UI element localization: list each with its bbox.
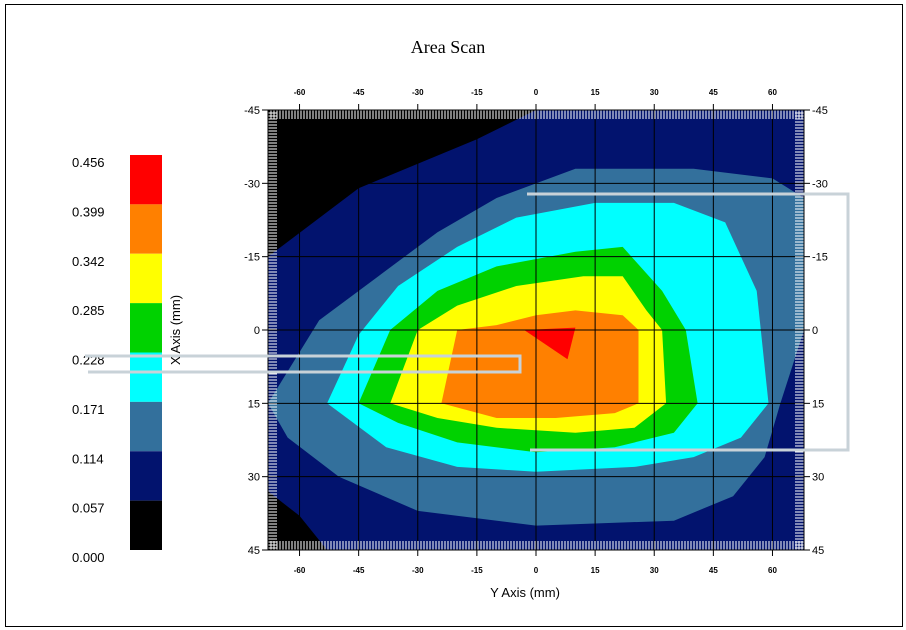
y-tick-label-right: 30 [812,472,824,484]
colorbar-band-5 [130,401,162,452]
colorbar-band-2 [130,253,162,304]
x-tick-label-top: 15 [591,88,600,97]
x-tick-label-top: 0 [534,88,539,97]
colorbar-band-0 [130,155,162,205]
colorbar-tick-label: 0.114 [72,451,104,466]
x-tick-label-bottom: 60 [768,566,777,575]
overlay-bracket [85,192,850,452]
x-tick-label-bottom: -15 [471,566,483,575]
colorbar-tick-label: 0.342 [72,254,105,269]
colorbar-legend: 0.4560.3990.3420.2850.2280.1710.1140.057… [72,155,162,565]
x-axis-label: Y Axis (mm) [490,585,560,600]
colorbar-tick-label: 0.057 [72,501,105,516]
y-tick-label-right: -30 [812,178,828,190]
x-tick-label-bottom: -45 [353,566,365,575]
colorbar-tick-label: 0.000 [72,550,105,565]
contour-band-8 [524,327,576,360]
x-tick-label-bottom: 30 [650,566,659,575]
x-tick-label-bottom: -30 [412,566,424,575]
colorbar-tick-label: 0.456 [72,155,105,170]
y-tick-label-right: -15 [812,252,828,264]
chart-title: Area Scan [411,37,485,57]
contour-band-2 [268,491,328,550]
y-tick-label-right: -45 [812,105,828,117]
y-tick-label-left: 0 [254,325,260,337]
colorbar-tick-label: 0.399 [72,204,105,219]
y-tick-label-right: 0 [812,325,818,337]
colorbar-band-4 [130,352,162,402]
left-bracket [85,354,522,374]
x-tick-label-top: -60 [294,88,306,97]
y-tick-label-left: -30 [244,178,260,190]
x-tick-label-top: 60 [768,88,777,97]
right-bracket [527,192,850,452]
colorbar-band-7 [130,500,162,550]
colorbar-tick-label: 0.171 [72,402,105,417]
colorbar-band-1 [130,204,162,254]
contour-band-7 [441,310,639,418]
colorbar-band-3 [130,303,162,353]
colorbar-tick-label: 0.285 [72,303,105,318]
y-tick-label-right: 45 [812,545,824,557]
x-tick-label-bottom: 45 [709,566,718,575]
y-tick-label-left: 45 [248,545,260,557]
y-tick-label-left: 30 [248,472,260,484]
x-tick-label-bottom: -60 [294,566,306,575]
x-tick-label-top: 30 [650,88,659,97]
grid-lines [268,110,804,550]
x-tick-label-bottom: 0 [534,566,539,575]
x-tick-label-bottom: 15 [591,566,600,575]
colorbar-band-6 [130,451,162,501]
y-tick-label-left: 15 [248,398,260,410]
contour-band-1 [268,110,536,257]
axis-ticks: -60 -60 -45 -45 -30 -30 -15 -15 0 0 15 15 30 30 45 45 60… [244,88,828,575]
x-tick-label-top: -30 [412,88,424,97]
y-axis-label: X Axis (mm) [168,295,183,365]
y-tick-label-right: 15 [812,398,824,410]
y-tick-label-left: -15 [244,252,260,264]
x-tick-label-top: -45 [353,88,365,97]
x-tick-label-top: -15 [471,88,483,97]
y-tick-label-left: -45 [244,105,260,117]
x-tick-label-top: 45 [709,88,718,97]
